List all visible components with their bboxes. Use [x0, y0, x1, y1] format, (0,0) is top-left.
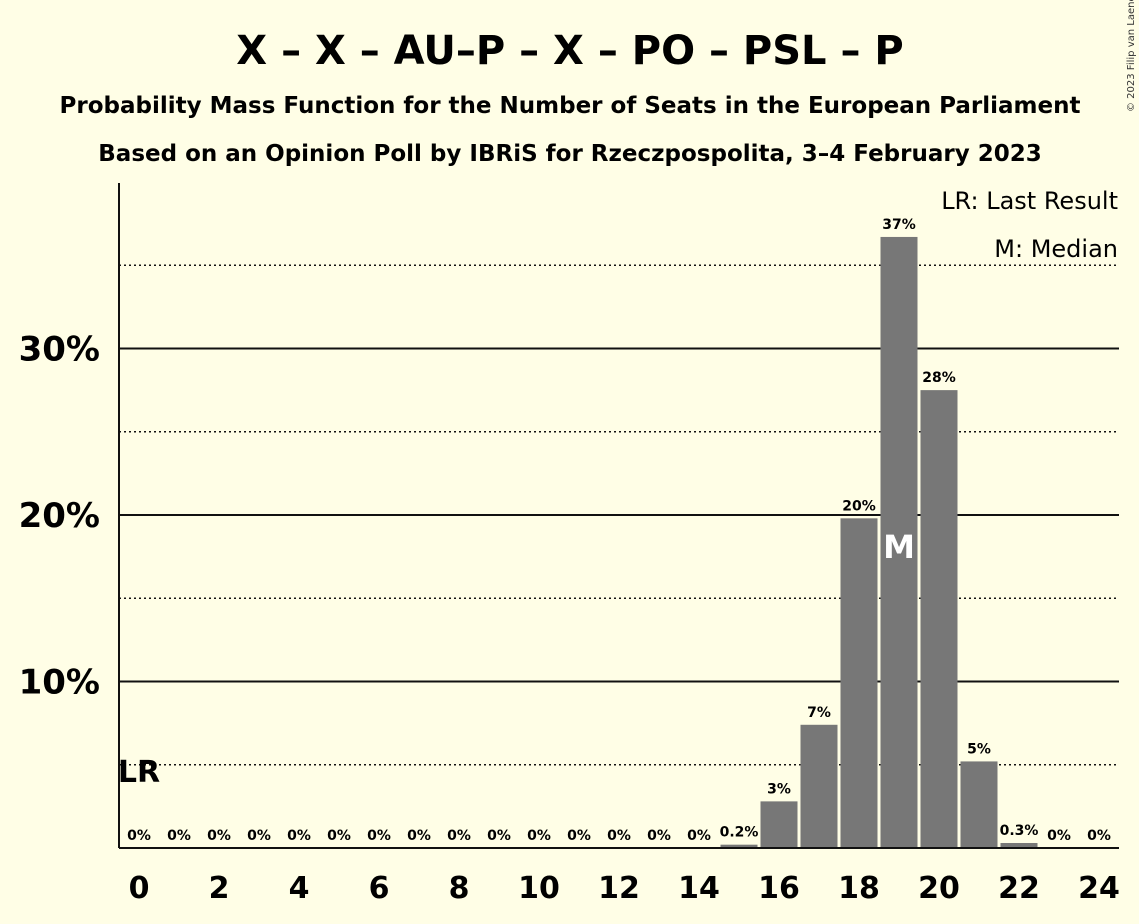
data-label-seat-8: 0%: [447, 828, 471, 844]
bar-seat-20: [920, 390, 958, 848]
data-label-seat-7: 0%: [407, 828, 431, 844]
x-tick-label-22: 22: [998, 871, 1040, 906]
data-label-seat-9: 0%: [487, 828, 511, 844]
chart-subtitle-1: Probability Mass Function for the Number…: [60, 93, 1081, 119]
bar-seat-21: [960, 761, 998, 848]
data-label-seat-6: 0%: [367, 828, 391, 844]
y-tick-label-30: 30%: [19, 330, 100, 370]
y-tick-label-10: 10%: [19, 663, 100, 703]
x-tick-label-0: 0: [129, 871, 150, 906]
axes-group: [118, 183, 1119, 849]
ticks-group: 10%20%30%0 2 4 6 8 10 12 14 16 18 20 22 24: [19, 330, 1120, 907]
legend-last-result: LR: Last Result: [941, 187, 1118, 215]
data-label-seat-18: 20%: [842, 498, 876, 514]
median-marker: M: [883, 528, 915, 566]
chart-subtitle-2: Based on an Opinion Poll by IBRiS for Rz…: [98, 141, 1041, 167]
data-label-seat-21: 5%: [967, 741, 991, 757]
bars-group: [720, 236, 1038, 848]
data-label-seat-15: 0.2%: [720, 825, 759, 841]
data-label-seat-2: 0%: [207, 828, 231, 844]
data-label-seat-11: 0%: [567, 828, 591, 844]
bar-seat-18: [840, 518, 878, 848]
x-tick-label-18: 18: [838, 871, 880, 906]
chart-title: X – X – AU–P – X – PO – PSL – P: [236, 28, 903, 74]
data-label-seat-10: 0%: [527, 828, 551, 844]
x-tick-label-4: 4: [289, 871, 310, 906]
x-tick-label-12: 12: [598, 871, 640, 906]
data-label-seat-14: 0%: [687, 828, 711, 844]
x-tick-label-6: 6: [369, 871, 390, 906]
x-tick-label-14: 14: [678, 871, 720, 906]
data-label-seat-22: 0.3%: [1000, 823, 1039, 839]
data-label-seat-19: 37%: [882, 217, 916, 233]
data-label-seat-20: 28%: [922, 370, 956, 386]
copyright-note: © 2023 Filip van Laenen: [1126, 0, 1137, 112]
data-label-seat-13: 0%: [647, 828, 671, 844]
bar-seat-15: [720, 844, 758, 848]
x-tick-label-24: 24: [1078, 871, 1120, 906]
data-label-seat-1: 0%: [167, 828, 191, 844]
x-tick-label-2: 2: [209, 871, 230, 906]
y-tick-label-20: 20%: [19, 496, 100, 536]
bar-seat-17: [800, 724, 838, 848]
bar-seat-16: [760, 801, 798, 848]
x-tick-label-8: 8: [449, 871, 470, 906]
grid-lines: [119, 264, 1119, 766]
data-label-seat-3: 0%: [247, 828, 271, 844]
data-label-seat-5: 0%: [327, 828, 351, 844]
data-label-seat-0: 0%: [127, 828, 151, 844]
x-tick-label-16: 16: [758, 871, 800, 906]
last-result-marker: LR: [118, 755, 160, 790]
data-label-seat-24: 0%: [1087, 828, 1111, 844]
data-label-seat-12: 0%: [607, 828, 631, 844]
bar-seat-19: [880, 236, 918, 848]
data-labels-group: 0% 0% 0% 0% 0% 0% 0% 0% 0% 0% 0% 0% 0% 0% 0% 0.2% 3% 7% 20…: [118, 217, 1111, 844]
data-label-seat-17: 7%: [807, 705, 831, 721]
legend-median: M: Median: [994, 235, 1118, 263]
data-label-seat-23: 0%: [1047, 828, 1071, 844]
data-label-seat-16: 3%: [767, 781, 791, 797]
x-tick-label-20: 20: [918, 871, 960, 906]
x-tick-label-10: 10: [518, 871, 560, 906]
bar-seat-22: [1000, 843, 1038, 848]
data-label-seat-4: 0%: [287, 828, 311, 844]
